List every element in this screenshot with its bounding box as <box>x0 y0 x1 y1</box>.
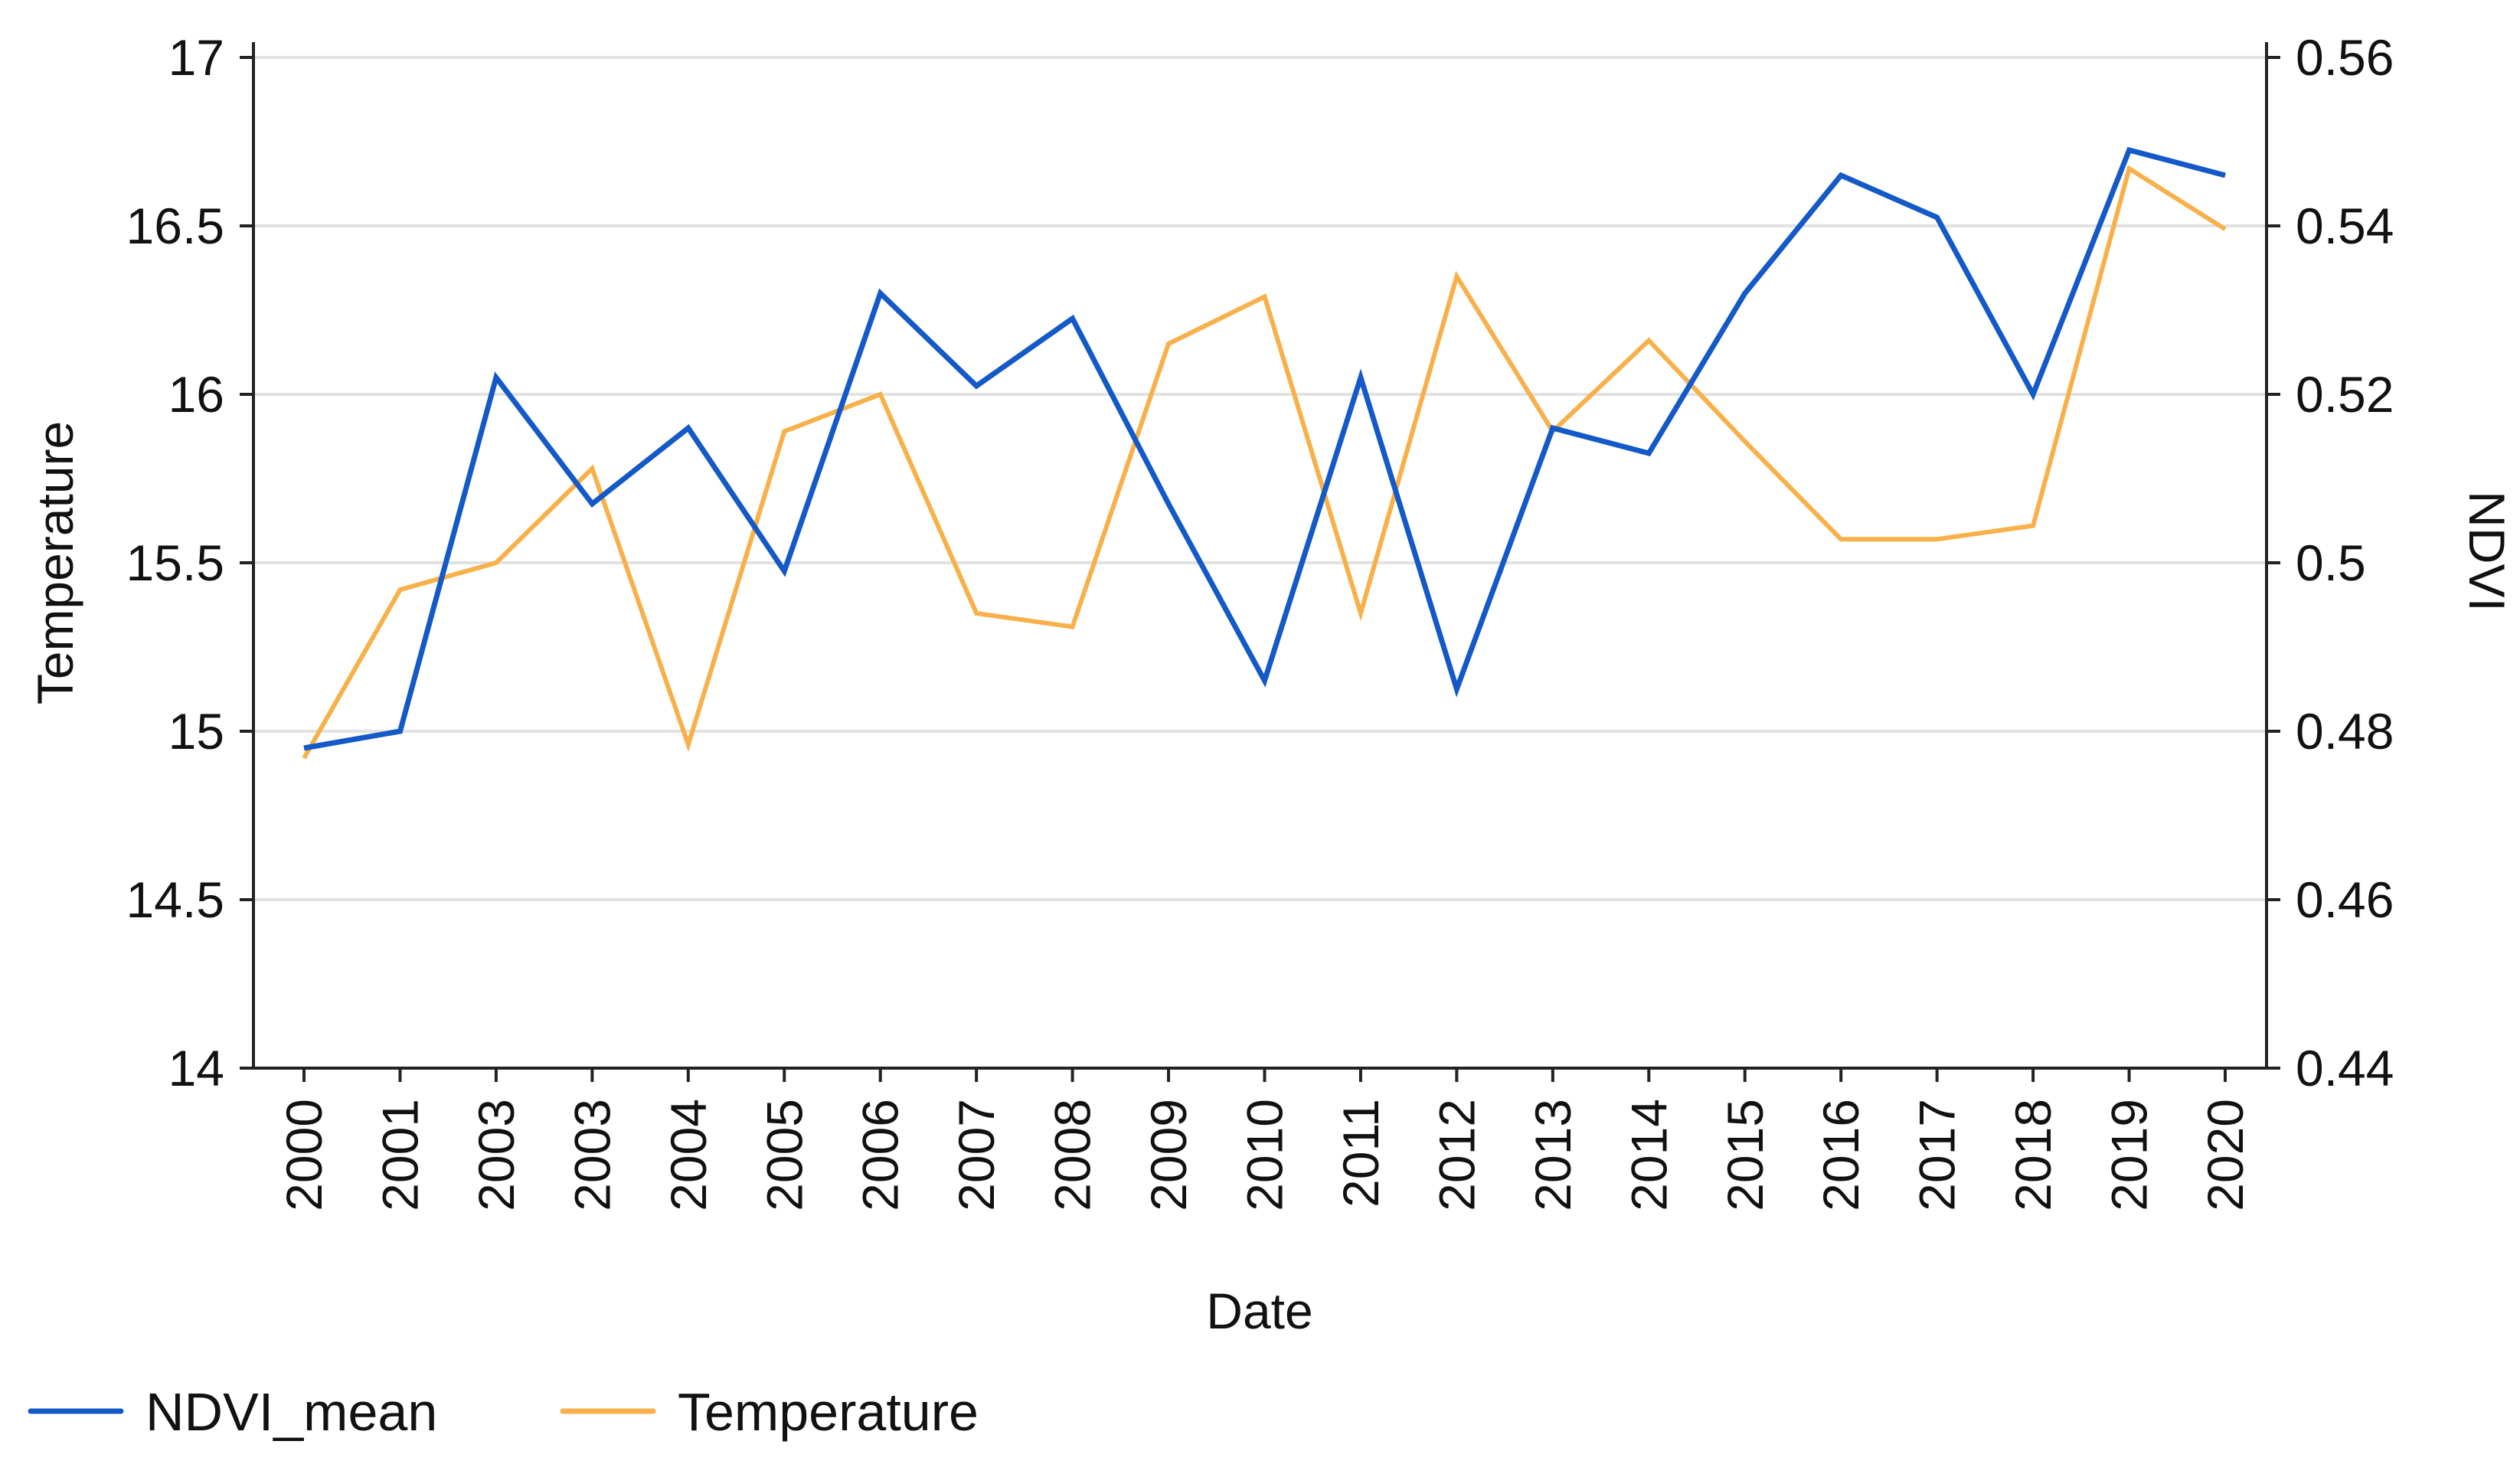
y-left-tick-label: 14.5 <box>126 871 224 928</box>
x-tick-label: 2019 <box>2101 1099 2158 1211</box>
x-tick-label: 2018 <box>2005 1099 2061 1211</box>
y-right-tick-label: 0.44 <box>2296 1040 2394 1096</box>
series-lines <box>302 146 2227 760</box>
y-left-tick-label: 16 <box>168 366 224 423</box>
series-line-temperature <box>302 165 2227 760</box>
x-tick-label: 2001 <box>371 1099 428 1211</box>
x-tick-label: 2012 <box>1428 1099 1485 1211</box>
x-tick-label: 2020 <box>2197 1099 2254 1211</box>
y-left-tick-label: 14 <box>168 1040 224 1096</box>
x-tick-label: 2015 <box>1717 1099 1773 1211</box>
tick-labels: 14 0.44 14.5 0.46 15 0.48 15.5 0.5 16 0.52 16.5 0.5… <box>126 29 2394 1211</box>
x-tick-label: 2016 <box>1812 1099 1869 1211</box>
y-axis-right-title: NDVI <box>2459 491 2515 612</box>
x-tick-label: 2006 <box>852 1099 909 1211</box>
x-axis-title: Date <box>1206 1283 1312 1339</box>
x-tick-label: 2013 <box>1525 1099 1581 1211</box>
y-left-tick-label: 17 <box>168 29 224 86</box>
x-tick-label: 2003 <box>564 1099 620 1211</box>
y-right-tick-label: 0.56 <box>2296 29 2394 86</box>
x-tick-label: 2005 <box>756 1099 812 1211</box>
gridlines <box>253 56 2267 1070</box>
x-tick-label: 2017 <box>1909 1099 1966 1211</box>
legend: NDVI_mean Temperature <box>28 1382 979 1442</box>
y-left-tick-label: 15 <box>168 703 224 760</box>
y-left-tick-label: 15.5 <box>126 534 224 591</box>
x-tick-label: 2009 <box>1140 1099 1197 1211</box>
y-right-tick-label: 0.46 <box>2296 871 2394 928</box>
y-right-tick-label: 0.48 <box>2296 703 2394 760</box>
y-right-tick-label: 0.52 <box>2296 366 2394 423</box>
y-right-tick-label: 0.5 <box>2296 534 2366 591</box>
x-tick-label: 2000 <box>276 1099 332 1211</box>
y-left-tick-label: 16.5 <box>126 198 224 254</box>
y-right-tick-label: 0.54 <box>2296 198 2394 254</box>
series-line-ndvi-mean <box>303 146 2226 751</box>
x-tick-label: 2011 <box>1332 1099 1389 1207</box>
legend-label-temperature: Temperature <box>678 1382 979 1442</box>
y-axis-left-title: Temperature <box>27 421 83 705</box>
x-tick-label: 2003 <box>468 1099 525 1211</box>
x-tick-label: 2010 <box>1237 1099 1293 1211</box>
legend-label-ndvi: NDVI_mean <box>145 1382 437 1442</box>
x-tick-label: 2008 <box>1044 1099 1101 1211</box>
x-tick-label: 2007 <box>948 1099 1005 1211</box>
axes <box>240 42 2280 1082</box>
x-tick-label: 2014 <box>1620 1099 1677 1211</box>
x-tick-label: 2004 <box>660 1099 717 1211</box>
